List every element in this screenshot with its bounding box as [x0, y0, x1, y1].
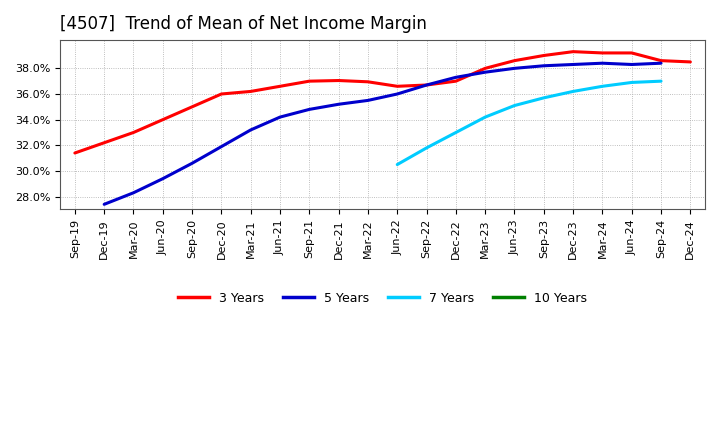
Legend: 3 Years, 5 Years, 7 Years, 10 Years: 3 Years, 5 Years, 7 Years, 10 Years: [173, 287, 593, 310]
Text: [4507]  Trend of Mean of Net Income Margin: [4507] Trend of Mean of Net Income Margi…: [60, 15, 427, 33]
